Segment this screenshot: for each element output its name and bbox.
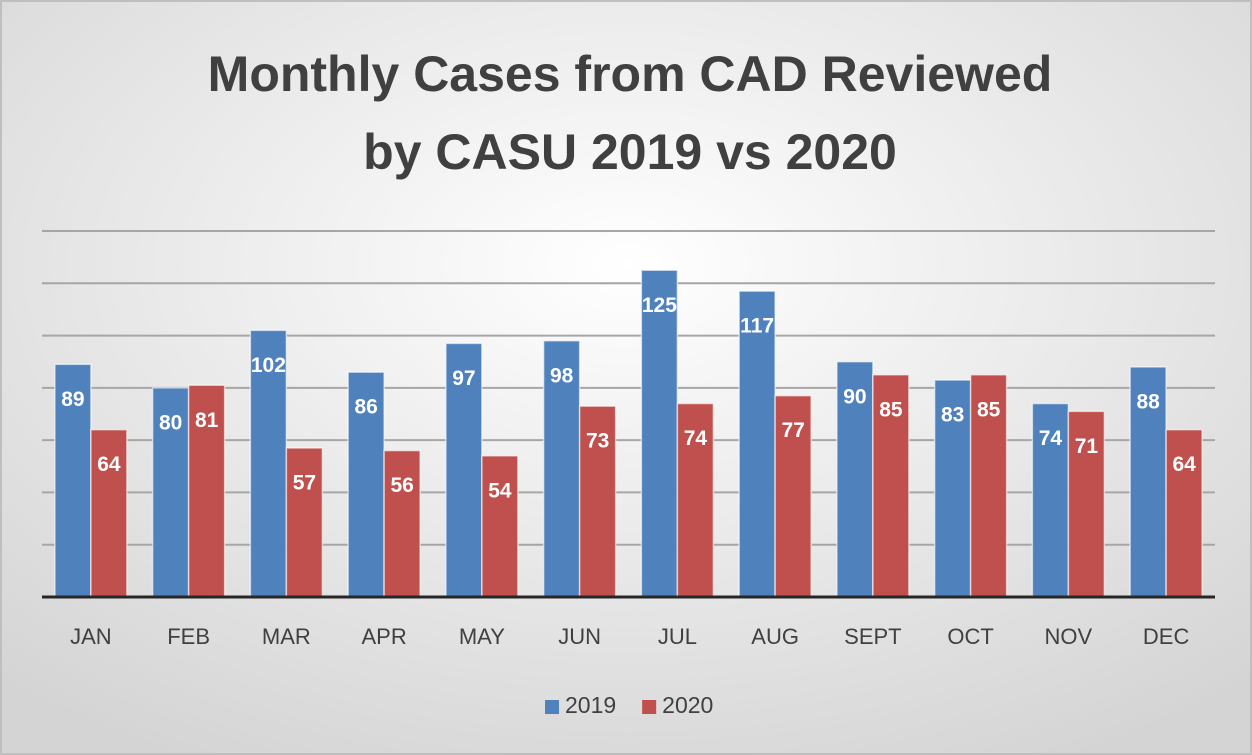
data-label: 71 <box>1075 435 1099 458</box>
bar <box>1165 428 1203 598</box>
bar <box>1031 402 1070 598</box>
bar <box>285 447 324 598</box>
bar <box>90 428 128 598</box>
data-label: 64 <box>1172 453 1196 476</box>
data-label: 89 <box>61 388 84 411</box>
x-tick-label: OCT <box>947 624 993 649</box>
data-label: 86 <box>354 396 377 419</box>
data-label: 56 <box>390 474 413 497</box>
bar <box>836 360 874 598</box>
bar <box>676 402 715 598</box>
bar <box>1067 410 1106 598</box>
x-tick-label: MAR <box>262 624 311 649</box>
data-label: 102 <box>251 354 286 377</box>
legend-swatch <box>642 700 657 714</box>
data-label: 83 <box>941 404 964 427</box>
data-label: 54 <box>488 479 512 502</box>
bar <box>249 329 288 598</box>
data-label: 88 <box>1136 390 1160 413</box>
data-label: 80 <box>159 411 182 434</box>
data-label: 125 <box>642 294 677 317</box>
x-tick-label: SEPT <box>844 624 901 649</box>
data-label: 77 <box>781 419 804 442</box>
data-label: 117 <box>740 315 774 338</box>
legend-label: 2020 <box>662 692 713 718</box>
x-tick-label: JAN <box>70 624 112 649</box>
data-label: 98 <box>550 364 574 387</box>
legend-label: 2019 <box>565 692 616 718</box>
legend-swatch <box>545 700 559 714</box>
bar <box>872 374 910 598</box>
bar <box>383 449 421 598</box>
bar <box>969 374 1008 598</box>
chart-title: Monthly Cases from CAD Reviewed <box>208 46 1053 102</box>
x-tick-label: JUN <box>558 624 601 649</box>
x-tick-label: DEC <box>1143 624 1190 649</box>
data-label: 85 <box>879 398 903 421</box>
data-label: 85 <box>977 398 1001 421</box>
data-label: 90 <box>843 385 866 408</box>
x-tick-label: NOV <box>1045 624 1093 649</box>
bar <box>347 371 385 598</box>
data-label: 74 <box>1039 427 1063 450</box>
bar <box>578 405 617 598</box>
data-label: 57 <box>293 472 316 495</box>
data-label: 81 <box>195 409 219 432</box>
bar <box>640 269 679 598</box>
data-label: 97 <box>452 367 475 390</box>
data-label: 64 <box>97 453 121 476</box>
x-tick-label: MAY <box>459 624 505 649</box>
x-tick-label: APR <box>362 624 407 649</box>
bar <box>445 342 483 598</box>
x-tick-label: AUG <box>751 624 799 649</box>
data-label: 74 <box>684 427 708 450</box>
bar <box>481 455 519 598</box>
bar <box>187 384 226 598</box>
chart-title: by CASU 2019 vs 2020 <box>363 124 897 180</box>
x-tick-label: JUL <box>658 624 697 649</box>
bar <box>1129 366 1167 598</box>
bar <box>933 379 972 598</box>
data-label: 73 <box>586 430 609 453</box>
x-tick-label: FEB <box>167 624 210 649</box>
